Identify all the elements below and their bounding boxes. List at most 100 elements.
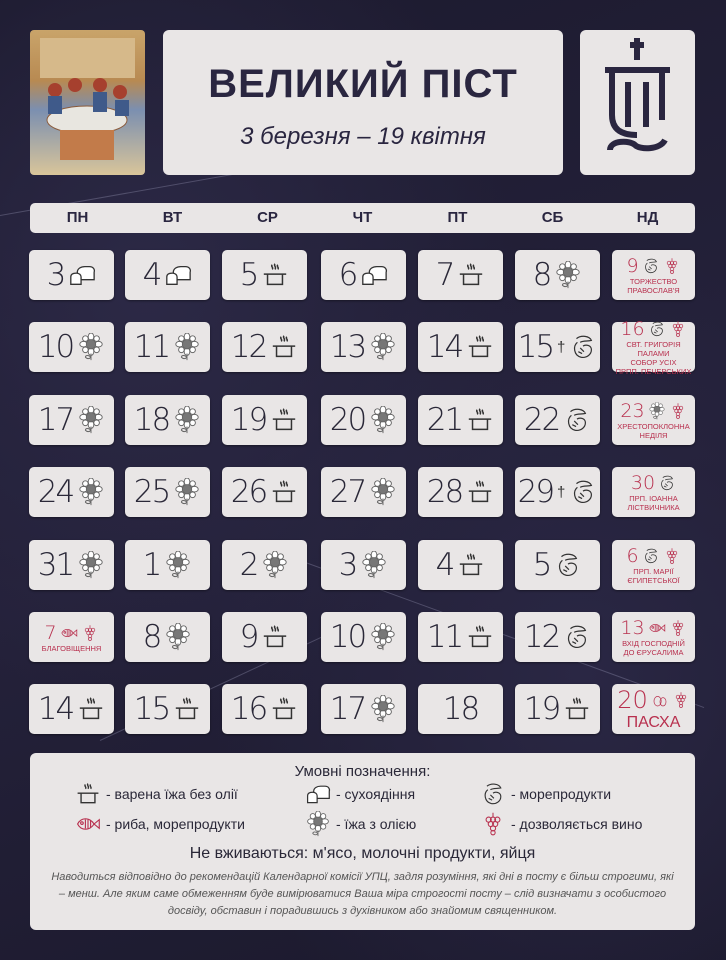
day-number: 10 [329,619,367,655]
pot-icon [466,478,494,506]
pot-icon [270,695,298,723]
sunflower-icon [369,406,397,434]
day-cell: 26 [222,467,307,517]
sunflower-icon [369,333,397,361]
holiday-cell: 6 Прп. Марії Єгипетської [612,540,695,590]
day-cell: 31 [29,540,114,590]
day-number: 6 [626,545,639,567]
holiday-cell: 16 Свт. Григорія Палами Собор усіх прпп. … [612,318,695,376]
shrimp-icon [554,551,582,579]
day-number: 5 [239,257,260,293]
pot-icon [466,333,494,361]
pot-icon [261,261,289,289]
day-cell: 10 [29,322,114,372]
day-number: 26 [230,474,268,510]
day-cell: 7 [418,250,503,300]
sunflower-icon [369,623,397,651]
day-cell: 18 [125,395,210,445]
day-number: 7 [44,621,57,644]
day-number: 2 [239,547,260,583]
day-number: 9 [239,619,260,655]
sunflower-icon [554,261,582,289]
weekday-6: СБ [541,209,564,226]
day-number: 22 [523,402,561,438]
weekday-7: НД [636,209,659,226]
holiday-name: Хрестопоклонна неділя [617,422,690,440]
holiday-name: Свт. Григорія Палами Собор усіх прпп. Пе… [615,340,692,376]
day-number: 6 [338,257,359,293]
cross-icon: † [557,483,566,501]
day-number: 12 [230,329,268,365]
day-number: 23 [620,400,645,422]
day-number: 10 [37,329,75,365]
legend-item-grapes: - дозволяється вино [480,811,642,837]
day-number: 19 [230,402,268,438]
day-number: 7 [435,257,456,293]
day-number: 3 [46,257,67,293]
pot-icon [77,695,105,723]
day-number: 24 [37,474,75,510]
day-number: 8 [532,257,553,293]
grapes-icon [663,257,681,275]
day-number: 4 [435,547,456,583]
day-cell: 14 [418,322,503,372]
holiday-name: Благовіщення [41,643,102,653]
sunflower-icon [173,406,201,434]
day-number: 31 [37,547,75,583]
day-cell: 17 [321,684,406,734]
bread-icon [68,261,96,289]
day-number: 28 [426,474,464,510]
sunflower-icon [164,623,192,651]
legend-item-fish: - риба, морепродукти [75,811,245,837]
shrimp-icon [563,623,591,651]
sunflower-icon [77,478,105,506]
holiday-name: Прп. Марії Єгипетської [627,567,680,585]
date-range: 3 березня – 19 квітня [240,123,486,150]
shrimp-icon [658,474,676,492]
day-number: 19 [523,691,561,727]
grapes-icon [81,624,99,642]
sunflower-icon [369,478,397,506]
day-cell: 25 [125,467,210,517]
legend-item-sunflower: - їжа з олією [305,811,416,837]
day-number: 16 [230,691,268,727]
legend-item-shrimp: - морепродукти [480,781,611,807]
day-cell: 13 [321,322,406,372]
grapes-icon [480,811,506,837]
shrimp-icon [569,333,597,361]
pot-icon [75,781,101,807]
pot-icon [270,406,298,434]
day-cell: 15 [125,684,210,734]
day-number: 3 [338,547,359,583]
legend-label: - риба, морепродукти [106,816,245,832]
grapes-icon [669,619,687,637]
day-cell: 8 [515,250,600,300]
day-cell: 21 [418,395,503,445]
shrimp-icon [563,406,591,434]
shrimp-icon [480,781,506,807]
pot-icon [466,406,494,434]
upc-logo [580,30,695,175]
legend-item-bread: - сухоядіння [305,781,415,807]
day-cell: 16 [222,684,307,734]
holiday-cell: 30 Прп. Іоанна Ліствичника [612,467,695,517]
grapes-icon [672,691,690,709]
bread-icon [164,261,192,289]
day-cell: 22 [515,395,600,445]
holiday-name: Вхід Господній до Єрусалима [622,639,685,657]
pot-icon [270,478,298,506]
day-number: 15 [517,329,555,365]
day-number: 11 [133,329,171,365]
sunflower-icon [305,811,331,837]
day-number: 14 [426,329,464,365]
sunflower-icon [164,551,192,579]
pot-icon [457,261,485,289]
weekday-2: ВТ [162,209,183,226]
legend-label: - морепродукти [511,786,612,802]
legend-panel: Умовні позначення: - варена їжа без олії… [30,753,695,930]
sunflower-icon [360,551,388,579]
day-cell: 20 [321,395,406,445]
day-number: 4 [142,257,163,293]
day-number: 20 [329,402,367,438]
pot-icon [270,333,298,361]
